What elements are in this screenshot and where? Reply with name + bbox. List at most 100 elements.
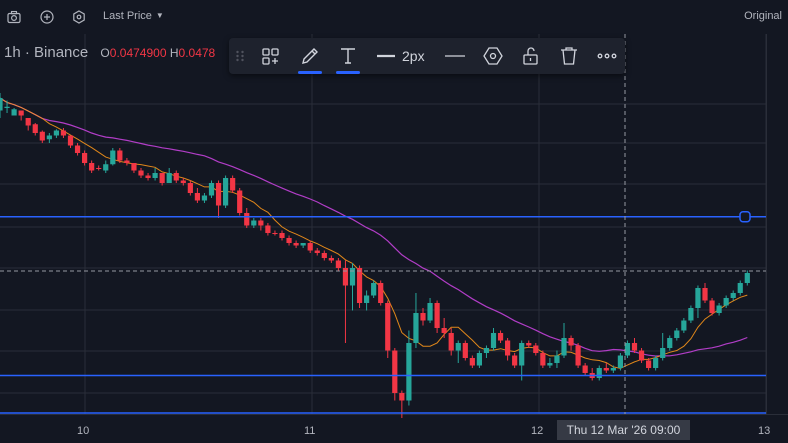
candle-body	[575, 345, 581, 366]
candle-body	[265, 225, 271, 233]
candle-body	[476, 353, 482, 366]
candle-body	[420, 313, 426, 321]
line-style-icon[interactable]	[443, 44, 467, 68]
text-icon[interactable]	[336, 44, 360, 74]
candle-body	[737, 283, 743, 293]
more-icon[interactable]	[595, 44, 619, 68]
candle-body	[194, 193, 200, 201]
candle-body	[455, 343, 461, 351]
candle-body	[314, 250, 320, 253]
pencil-icon[interactable]	[298, 44, 322, 74]
candle-body	[74, 145, 81, 153]
objects-tree-icon[interactable]	[261, 44, 281, 68]
trash-icon[interactable]	[557, 44, 581, 68]
candle-body	[293, 243, 299, 246]
candle-body	[117, 150, 123, 161]
high-key: H	[169, 46, 179, 60]
candle-body	[251, 220, 257, 226]
high-value: 0.0478	[178, 46, 216, 60]
candle-body	[96, 168, 102, 169]
plus-circle-icon[interactable]	[39, 9, 55, 25]
candle-body	[124, 160, 130, 163]
unlock-icon[interactable]	[519, 44, 543, 68]
line-width-control[interactable]: 2px	[375, 44, 437, 68]
candle-body	[131, 163, 137, 171]
candle-body	[631, 343, 638, 351]
candle-body	[660, 348, 666, 358]
drawing-toolbar: 2px	[229, 38, 625, 74]
candle-body	[392, 350, 398, 393]
candle-body	[490, 333, 497, 348]
line-width-label: 2px	[402, 48, 425, 64]
candle-body	[67, 135, 74, 146]
candle-body	[554, 355, 560, 363]
ma-fast-line	[0, 97, 748, 369]
candle-body	[237, 190, 243, 213]
candle-body	[328, 258, 334, 261]
candle-body	[4, 106, 10, 108]
exchange-label[interactable]: Binance	[34, 44, 89, 61]
price-source-dropdown[interactable]: Last Price ▼	[103, 10, 164, 22]
visibility-icon[interactable]	[481, 44, 505, 68]
candle-body	[688, 308, 694, 321]
candle-body	[173, 173, 179, 181]
line-anchor-handle[interactable]	[739, 211, 751, 223]
x-tick-label: 13	[758, 425, 771, 437]
candle-body	[342, 268, 349, 286]
candle-body	[596, 368, 602, 378]
candle-body	[223, 178, 229, 206]
candle-body	[201, 195, 208, 201]
candle-body	[39, 131, 45, 141]
pencil-color-underline	[298, 71, 322, 74]
candle-body	[505, 340, 511, 356]
candle-body	[60, 130, 67, 136]
settings-icon[interactable]	[71, 9, 87, 25]
ma-slow-line	[0, 97, 748, 357]
candle-body	[272, 233, 278, 234]
candle-body	[110, 150, 116, 165]
candle-body	[89, 163, 95, 171]
candle-body	[46, 135, 52, 140]
candle-body	[145, 175, 151, 178]
candle-body	[582, 365, 588, 373]
open-key: O	[100, 46, 110, 60]
candle-body	[547, 363, 553, 366]
top-bar: Last Price ▼ Original	[0, 0, 788, 34]
candle-body	[681, 320, 687, 331]
candle-body	[0, 98, 3, 111]
candle-body	[187, 183, 193, 193]
price-source-label: Last Price	[103, 10, 152, 22]
candle-body	[406, 343, 412, 401]
interval-label[interactable]: 1h	[4, 44, 21, 61]
candle-body	[138, 170, 144, 176]
candle-body	[11, 109, 17, 116]
candle-body	[307, 243, 313, 251]
candle-body	[180, 180, 186, 183]
candle-body	[385, 303, 391, 351]
drag-handle-icon[interactable]	[235, 44, 245, 68]
candle-body	[208, 183, 215, 196]
candle-body	[349, 268, 356, 286]
original-scale-button[interactable]: Original	[744, 10, 782, 22]
candle-body	[561, 338, 567, 356]
candle-body	[540, 353, 546, 366]
candle-body	[709, 300, 715, 313]
candle-body	[441, 328, 447, 333]
candle-body	[32, 124, 38, 133]
camera-icon[interactable]	[6, 9, 22, 25]
candle-body	[364, 295, 370, 303]
candle-body	[230, 178, 236, 191]
candle-body	[82, 153, 88, 163]
candle-body	[434, 303, 440, 328]
candle-body	[533, 345, 539, 353]
ohlc-values: O0.0474900 H0.0478	[100, 46, 215, 60]
symbol-legend: 1h · Binance O0.0474900 H0.0478	[4, 44, 215, 61]
candle-body	[25, 118, 31, 126]
candle-body	[617, 355, 623, 368]
open-value: 0.0474900	[109, 46, 167, 60]
candle-body	[413, 313, 419, 343]
candle-body	[674, 330, 680, 338]
candle-body	[166, 173, 172, 183]
candle-body	[483, 348, 490, 353]
